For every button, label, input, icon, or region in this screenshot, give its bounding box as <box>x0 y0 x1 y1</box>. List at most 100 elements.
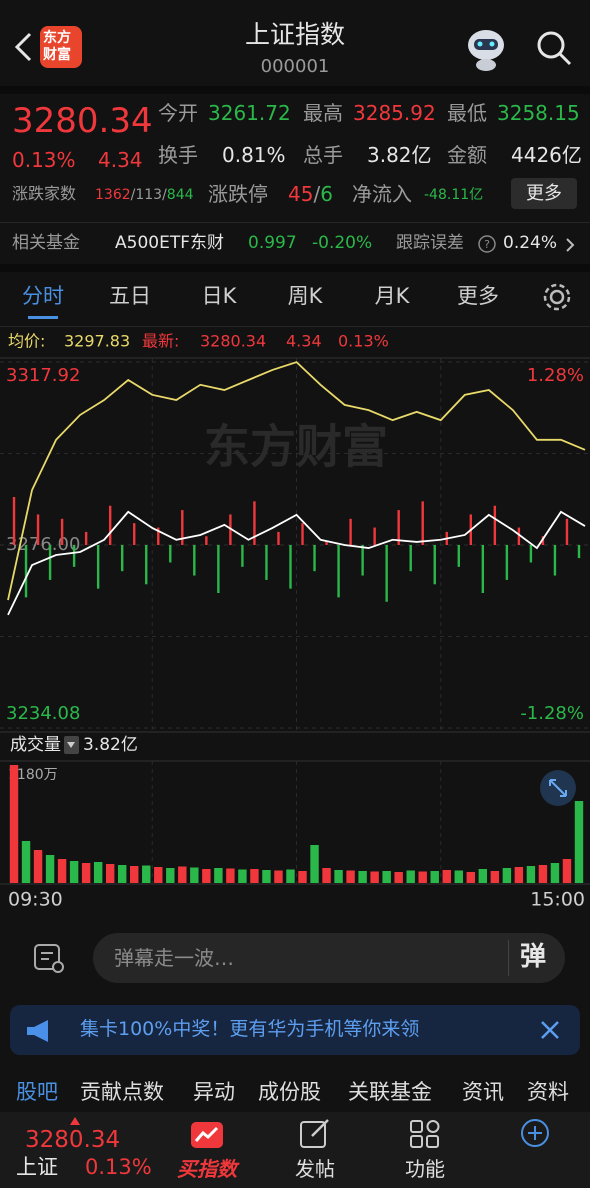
volume-bar <box>9 765 19 883</box>
legend-text: 4.34 <box>286 332 322 351</box>
momentum-bar <box>241 545 244 567</box>
search-icon[interactable] <box>535 29 573 67</box>
up-arrow <box>70 1117 80 1125</box>
period-tab[interactable]: 周K <box>287 284 323 308</box>
momentum-bar <box>349 518 352 545</box>
post-icon[interactable] <box>298 1118 332 1150</box>
momentum-bar <box>205 536 208 545</box>
logo-text: 财富 <box>43 47 71 63</box>
volume-bar <box>202 869 211 883</box>
bottom-name: 上证 <box>16 1155 58 1179</box>
volume-bar <box>310 845 319 883</box>
stat-value: 3258.15 <box>497 101 580 125</box>
volume-bar <box>142 865 151 883</box>
nav-item[interactable]: 功能 <box>405 1157 445 1181</box>
danmaku-toggle[interactable] <box>32 941 66 975</box>
momentum-bar <box>325 540 328 545</box>
momentum-bar <box>133 523 136 545</box>
fund-label: 相关基金 <box>12 233 80 253</box>
momentum-bar <box>505 545 509 580</box>
sub-tab[interactable]: 成份股 <box>258 1080 321 1104</box>
period-tab[interactable]: 分时 <box>22 284 64 308</box>
expand-icon <box>549 779 567 797</box>
volume-bar <box>574 801 584 883</box>
danmaku-button[interactable]: 弹 <box>520 942 547 972</box>
volume-bar <box>298 871 307 883</box>
up-count: 1362 <box>95 187 131 203</box>
limit-label: 涨跌停 <box>208 182 268 206</box>
back-button[interactable] <box>10 30 36 64</box>
divider <box>508 940 509 976</box>
nav-item[interactable]: 发帖 <box>295 1157 335 1181</box>
y2-tick-label: 1.28% <box>527 365 584 386</box>
momentum-bar <box>421 501 424 545</box>
period-tab[interactable]: 更多 <box>457 284 499 308</box>
function-icon[interactable] <box>408 1118 442 1150</box>
volume-bar <box>394 872 403 883</box>
change: 4.34 <box>98 148 143 172</box>
sub-tab[interactable]: 贡献点数 <box>80 1080 164 1104</box>
legend-text: 3280.34 <box>200 332 266 351</box>
volume-total: 3.82亿 <box>83 735 138 755</box>
divider <box>0 264 590 272</box>
momentum-bar <box>36 514 40 545</box>
volume-title: 成交量 <box>10 735 61 755</box>
volume-bar <box>190 867 199 883</box>
nav-item[interactable]: 买指数 <box>177 1157 237 1181</box>
divider <box>0 326 590 327</box>
legend-text: 最新: <box>142 332 179 351</box>
logo-text: 东方 <box>43 30 71 46</box>
y-tick-label: 3317.92 <box>6 365 80 386</box>
stat-label: 今开 <box>158 101 198 125</box>
momentum-bar <box>157 527 160 545</box>
buy-icon[interactable] <box>189 1120 225 1150</box>
sub-tab[interactable]: 关联基金 <box>348 1080 432 1104</box>
dropdown-arrow <box>67 742 75 748</box>
sub-tab[interactable]: 股吧 <box>16 1080 58 1104</box>
comment-input[interactable] <box>93 933 565 983</box>
plus-button[interactable] <box>518 1118 552 1152</box>
more-button[interactable]: 更多 <box>511 178 577 209</box>
volume-bar <box>81 863 91 883</box>
momentum-bar <box>193 545 196 576</box>
close-banner[interactable] <box>538 1018 562 1042</box>
volume-bar <box>346 870 355 883</box>
volume-bar <box>117 865 127 883</box>
settings-icon[interactable] <box>541 281 573 313</box>
momentum-bar <box>108 505 112 545</box>
volume-bar <box>69 861 79 883</box>
legend-text: 均价: <box>8 332 45 351</box>
volume-bar <box>250 869 259 883</box>
chevron[interactable] <box>564 236 576 254</box>
fund-name[interactable]: A500ETF东财 <box>115 233 224 253</box>
comment-placeholder: 弹幕走一波… <box>114 946 234 970</box>
y-tick-label: 1180万 <box>8 767 58 783</box>
volume-bar <box>454 870 463 883</box>
svg-text:?: ? <box>484 238 490 251</box>
banner[interactable] <box>10 1005 580 1055</box>
momentum-bar <box>553 545 557 576</box>
sub-tab[interactable]: 资讯 <box>462 1080 504 1104</box>
sub-tab[interactable]: 异动 <box>193 1080 235 1104</box>
info-icon[interactable]: ? <box>477 234 497 254</box>
momentum-bar <box>541 536 545 545</box>
breadth: 1362/113/844 <box>95 188 194 202</box>
sub-tab[interactable]: 资料 <box>527 1080 569 1104</box>
period-tab[interactable]: 月K <box>374 284 410 308</box>
tab-underline <box>28 316 58 319</box>
momentum-bar <box>96 545 100 589</box>
volume-bar <box>406 870 415 883</box>
x-tick-label: 15:00 <box>530 889 585 911</box>
price: 3280.34 <box>12 101 153 141</box>
period-tab[interactable]: 五日 <box>109 284 151 308</box>
stat-label: 最高 <box>303 101 343 125</box>
volume-bar <box>274 870 283 883</box>
flow: -48.11亿 <box>424 187 484 203</box>
momentum-bar <box>313 545 316 572</box>
period-tab[interactable]: 日K <box>201 284 237 308</box>
volume-bar <box>502 868 512 883</box>
momentum-bar <box>493 505 497 545</box>
momentum-bar <box>481 545 485 594</box>
momentum-bar <box>457 545 460 567</box>
assistant-icon[interactable] <box>462 25 510 71</box>
